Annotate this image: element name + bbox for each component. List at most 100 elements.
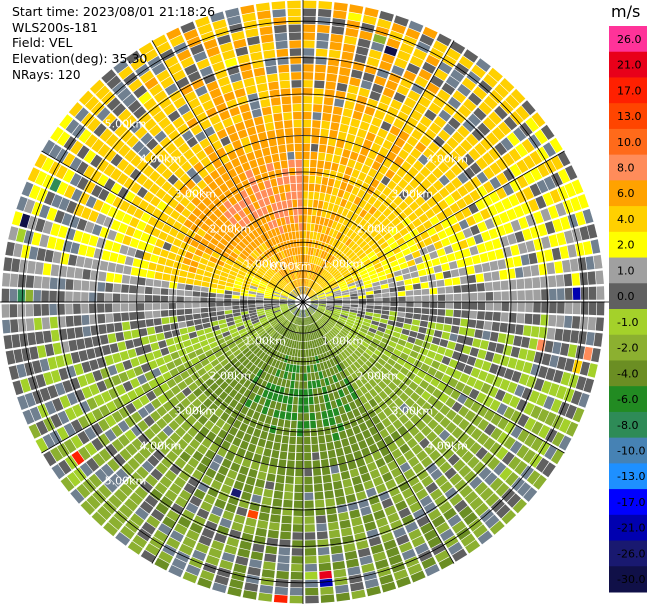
velocity-gate (333, 2, 348, 12)
colorbar-tick-label: 4.0 (617, 213, 635, 226)
velocity-gate (187, 426, 198, 438)
velocity-gate (419, 115, 432, 128)
velocity-gate (145, 441, 157, 454)
velocity-gate (256, 295, 264, 298)
velocity-gate (286, 347, 291, 356)
velocity-gate (289, 305, 296, 309)
velocity-gate (273, 274, 281, 281)
velocity-gate (311, 323, 316, 331)
velocity-gate (226, 99, 238, 110)
velocity-gate (265, 545, 278, 555)
velocity-gate (125, 402, 137, 415)
velocity-gate (375, 517, 389, 528)
velocity-gate (366, 225, 376, 234)
velocity-gate (192, 308, 201, 314)
velocity-gate (217, 228, 226, 237)
velocity-gate (305, 587, 319, 596)
velocity-gate (318, 554, 331, 564)
colorbar-tick-label: 6.0 (617, 187, 635, 200)
velocity-gate (288, 296, 296, 300)
velocity-gate (355, 491, 367, 501)
velocity-gate (378, 322, 387, 329)
velocity-gate (405, 28, 421, 40)
velocity-gate (142, 344, 152, 354)
velocity-gate (194, 274, 203, 281)
velocity-gate (88, 473, 103, 488)
velocity-gate (100, 202, 111, 215)
velocity-gate (311, 315, 316, 322)
velocity-gate (235, 46, 249, 57)
velocity-gate (532, 314, 541, 325)
field-name: Field: VEL (12, 35, 73, 50)
velocity-gate (448, 261, 458, 270)
velocity-gate (318, 296, 326, 299)
velocity-gate (420, 522, 434, 535)
velocity-gate (68, 339, 78, 352)
velocity-gate (207, 336, 216, 344)
velocity-gate (223, 233, 232, 242)
velocity-gate (174, 457, 187, 469)
velocity-gate (438, 302, 446, 309)
velocity-gate (81, 112, 95, 127)
velocity-gate (557, 168, 571, 184)
velocity-gate (274, 310, 282, 315)
velocity-gate (328, 279, 336, 285)
velocity-gate (377, 237, 386, 246)
velocity-gate (510, 219, 522, 232)
velocity-gate (305, 287, 309, 295)
velocity-gate (464, 336, 474, 346)
velocity-gate (215, 418, 226, 429)
velocity-gate (506, 132, 520, 147)
velocity-gate (256, 339, 264, 347)
velocity-gate (476, 243, 487, 254)
velocity-gate (579, 316, 589, 330)
velocity-gate (256, 236, 264, 245)
velocity-gate (230, 370, 240, 379)
velocity-gate (131, 195, 143, 207)
velocity-gate (462, 385, 473, 396)
velocity-gate (353, 361, 362, 369)
velocity-gate (319, 318, 326, 325)
velocity-gate (266, 130, 276, 139)
velocity-gate (309, 280, 314, 288)
velocity-gate (565, 165, 578, 181)
velocity-gate (237, 548, 251, 558)
velocity-gate (363, 212, 372, 222)
velocity-gate (123, 265, 132, 275)
velocity-gate (288, 304, 296, 308)
velocity-gate (36, 248, 46, 261)
velocity-gate (243, 196, 252, 206)
velocity-gate (176, 289, 185, 296)
velocity-gate (445, 286, 454, 294)
velocity-gate (549, 288, 557, 301)
velocity-gate (74, 267, 83, 279)
velocity-gate (361, 164, 371, 174)
velocity-gate (523, 325, 532, 337)
velocity-gate (387, 442, 398, 453)
velocity-gate (414, 295, 422, 302)
velocity-gate (365, 131, 376, 142)
velocity-gate (267, 230, 274, 239)
velocity-gate (557, 302, 565, 314)
velocity-gate (309, 255, 313, 264)
velocity-gate (326, 305, 334, 309)
velocity-gate (383, 349, 392, 358)
velocity-gate (464, 410, 476, 422)
velocity-gate (427, 274, 436, 282)
velocity-gate (98, 418, 110, 432)
velocity-gate (213, 187, 223, 197)
velocity-gate (294, 289, 299, 296)
velocity-gate (228, 206, 237, 216)
velocity-gate (313, 339, 318, 348)
velocity-gate (164, 55, 179, 68)
velocity-gate (318, 302, 327, 305)
velocity-gate (110, 182, 123, 195)
velocity-gate (365, 287, 373, 292)
velocity-gate (513, 205, 525, 218)
velocity-gate (186, 403, 197, 414)
velocity-gate (452, 277, 461, 285)
velocity-gate (160, 496, 174, 509)
velocity-gate (339, 316, 347, 321)
velocity-gate (263, 302, 272, 304)
velocity-gate (399, 42, 414, 55)
